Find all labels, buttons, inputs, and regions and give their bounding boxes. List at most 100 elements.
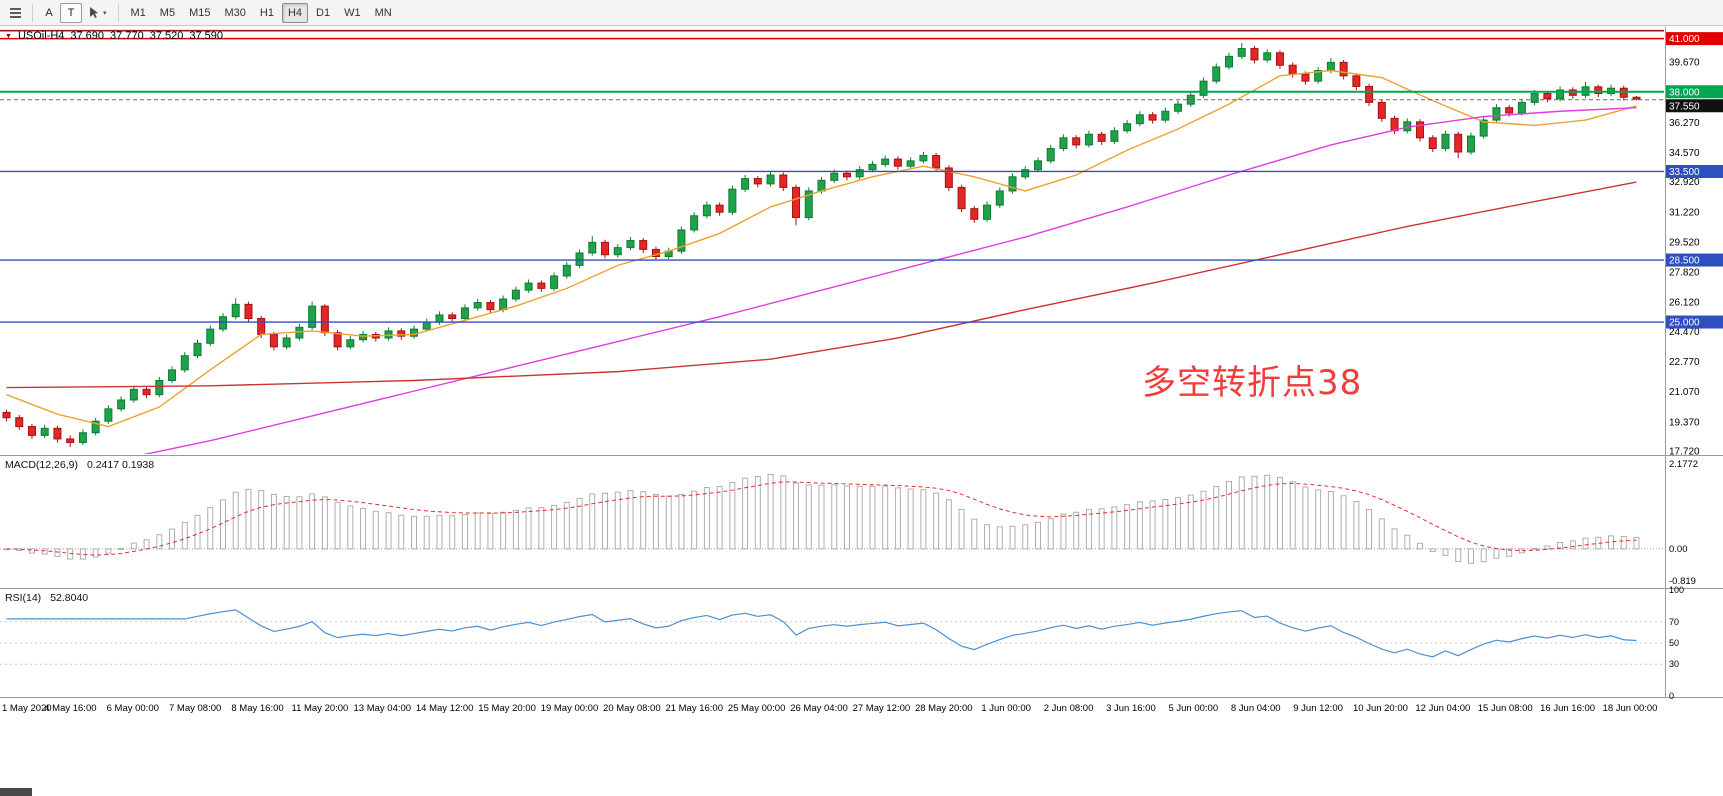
macd-panel-layer bbox=[0, 473, 1664, 564]
timeframe-button-h4[interactable]: H4 bbox=[281, 2, 309, 23]
timeframe-button-d1[interactable]: D1 bbox=[316, 6, 331, 19]
text-tool-button[interactable]: T bbox=[60, 2, 82, 23]
svg-text:38.000: 38.000 bbox=[1669, 87, 1700, 98]
price-axis[interactable]: 39.670 36.270 34.570 32.920 31.220 29.520 27.8… bbox=[1666, 32, 1723, 457]
svg-text:33.500: 33.500 bbox=[1669, 167, 1700, 178]
svg-text:12 Jun 04:00: 12 Jun 04:00 bbox=[1415, 703, 1470, 714]
svg-text:37.550: 37.550 bbox=[1669, 101, 1700, 112]
taskbar-sliver bbox=[0, 788, 32, 796]
rsi-panel-header: RSI(14) 52.8040 bbox=[5, 592, 88, 604]
svg-text:13 May 04:00: 13 May 04:00 bbox=[354, 703, 412, 714]
rsi-axis[interactable]: 100 70 50 30 0 bbox=[1669, 585, 1684, 701]
svg-text:18 Jun 00:00: 18 Jun 00:00 bbox=[1603, 703, 1658, 714]
top-toolbar: A T ▾ M1 M5 M15 M30 H1 H4 D1 W1 MN bbox=[0, 0, 1723, 26]
svg-text:10 Jun 20:00: 10 Jun 20:00 bbox=[1353, 703, 1408, 714]
svg-text:50: 50 bbox=[1669, 638, 1679, 648]
svg-text:1 May 2020: 1 May 2020 bbox=[2, 703, 52, 714]
ohlc-open: 37.690 bbox=[70, 30, 105, 42]
timeframe-button-m15[interactable]: M15 bbox=[189, 6, 211, 19]
svg-text:26 May 04:00: 26 May 04:00 bbox=[790, 703, 848, 714]
svg-text:6 May 00:00: 6 May 00:00 bbox=[107, 703, 159, 714]
svg-text:32.920: 32.920 bbox=[1669, 177, 1700, 188]
menu-icon bbox=[10, 7, 21, 18]
svg-text:7 May 08:00: 7 May 08:00 bbox=[169, 703, 221, 714]
cursor-arrow-icon bbox=[90, 7, 98, 18]
symbol-marker-icon: ▼ bbox=[5, 32, 12, 40]
svg-text:4 May 16:00: 4 May 16:00 bbox=[44, 703, 96, 714]
svg-text:39.670: 39.670 bbox=[1669, 58, 1700, 69]
svg-text:100: 100 bbox=[1669, 585, 1684, 595]
chart-annotation-text: 多空转折点38 bbox=[1142, 363, 1363, 403]
svg-text:19 May 00:00: 19 May 00:00 bbox=[541, 703, 599, 714]
svg-text:15 May 20:00: 15 May 20:00 bbox=[478, 703, 536, 714]
svg-text:8 May 16:00: 8 May 16:00 bbox=[231, 703, 283, 714]
candles-layer bbox=[2, 43, 1641, 447]
timeframe-button-mn[interactable]: MN bbox=[374, 6, 392, 19]
moving-averages-layer bbox=[6, 69, 1637, 454]
chart-ohlc-header: ▼ USOil-H4 37.690 37.770 37.520 37.590 bbox=[5, 30, 223, 42]
macd-title: MACD(12,26,9) bbox=[5, 459, 78, 471]
chart-list-button[interactable] bbox=[4, 3, 27, 23]
timeframe-button-m5[interactable]: M5 bbox=[159, 6, 176, 19]
svg-text:5 Jun 00:00: 5 Jun 00:00 bbox=[1168, 703, 1218, 714]
svg-text:0.00: 0.00 bbox=[1669, 544, 1688, 555]
svg-text:28 May 20:00: 28 May 20:00 bbox=[915, 703, 973, 714]
svg-text:27.820: 27.820 bbox=[1669, 268, 1700, 279]
svg-text:9 Jun 12:00: 9 Jun 12:00 bbox=[1293, 703, 1343, 714]
svg-text:1 Jun 00:00: 1 Jun 00:00 bbox=[981, 703, 1031, 714]
svg-text:0: 0 bbox=[1669, 691, 1674, 701]
timeframe-button-w1[interactable]: W1 bbox=[344, 6, 361, 19]
timeframe-button-m30[interactable]: M30 bbox=[224, 6, 246, 19]
toolbar-separator bbox=[32, 3, 33, 22]
svg-text:28.500: 28.500 bbox=[1669, 256, 1700, 267]
svg-text:24.470: 24.470 bbox=[1669, 327, 1700, 338]
ma_mid-line bbox=[143, 107, 1637, 454]
annotate-a-button[interactable]: A bbox=[45, 6, 53, 19]
symbol-timeframe-label: USOil-H4 bbox=[17, 30, 65, 42]
level-lines-layer[interactable] bbox=[0, 29, 1664, 323]
svg-text:2 Jun 08:00: 2 Jun 08:00 bbox=[1044, 703, 1094, 714]
svg-text:15 Jun 08:00: 15 Jun 08:00 bbox=[1478, 703, 1533, 714]
svg-text:8 Jun 04:00: 8 Jun 04:00 bbox=[1231, 703, 1281, 714]
drawing-tool-button[interactable]: ▾ bbox=[82, 3, 113, 23]
svg-text:11 May 20:00: 11 May 20:00 bbox=[291, 703, 348, 714]
svg-text:-0.819: -0.819 bbox=[1669, 576, 1696, 587]
svg-text:41.000: 41.000 bbox=[1669, 34, 1700, 45]
macd-axis[interactable]: 2.1772 0.00 -0.819 bbox=[1669, 459, 1698, 587]
ma_slow-line bbox=[6, 181, 1637, 389]
svg-text:19.370: 19.370 bbox=[1669, 417, 1700, 428]
timeframe-button-h1[interactable]: H1 bbox=[259, 6, 274, 19]
svg-text:2.1772: 2.1772 bbox=[1669, 459, 1698, 470]
timeframe-button-m1[interactable]: M1 bbox=[130, 6, 146, 19]
rsi-panel-layer bbox=[0, 609, 1664, 665]
svg-text:21 May 16:00: 21 May 16:00 bbox=[665, 703, 723, 714]
ohlc-high: 37.770 bbox=[110, 30, 144, 42]
svg-text:16 Jun 16:00: 16 Jun 16:00 bbox=[1540, 703, 1595, 714]
rsi-value: 52.8040 bbox=[50, 592, 89, 604]
ohlc-close: 37.590 bbox=[189, 30, 224, 42]
svg-text:14 May 12:00: 14 May 12:00 bbox=[416, 703, 474, 714]
svg-text:31.220: 31.220 bbox=[1669, 207, 1700, 218]
svg-text:25.000: 25.000 bbox=[1669, 318, 1700, 329]
svg-text:17.720: 17.720 bbox=[1669, 446, 1700, 457]
svg-text:26.120: 26.120 bbox=[1669, 298, 1700, 309]
svg-text:3 Jun 16:00: 3 Jun 16:00 bbox=[1106, 703, 1156, 714]
rsi-title: RSI(14) bbox=[5, 592, 42, 604]
svg-text:70: 70 bbox=[1669, 617, 1679, 627]
svg-text:21.070: 21.070 bbox=[1669, 387, 1700, 398]
svg-text:30: 30 bbox=[1669, 659, 1679, 669]
svg-text:22.770: 22.770 bbox=[1669, 357, 1700, 368]
macd-panel-header: MACD(12,26,9) 0.2417 0.1938 bbox=[5, 459, 154, 471]
ohlc-low: 37.520 bbox=[149, 30, 184, 42]
macd-values: 0.2417 0.1938 bbox=[86, 459, 155, 471]
svg-text:25 May 00:00: 25 May 00:00 bbox=[728, 703, 786, 714]
ma_fast-line bbox=[6, 69, 1637, 428]
svg-text:27 May 12:00: 27 May 12:00 bbox=[853, 703, 911, 714]
svg-text:29.520: 29.520 bbox=[1669, 237, 1700, 248]
timeframe-group: M1 M5 M15 M30 H1 H4 D1 W1 MN bbox=[124, 2, 399, 23]
svg-text:36.270: 36.270 bbox=[1669, 118, 1700, 129]
svg-text:34.570: 34.570 bbox=[1669, 148, 1700, 159]
